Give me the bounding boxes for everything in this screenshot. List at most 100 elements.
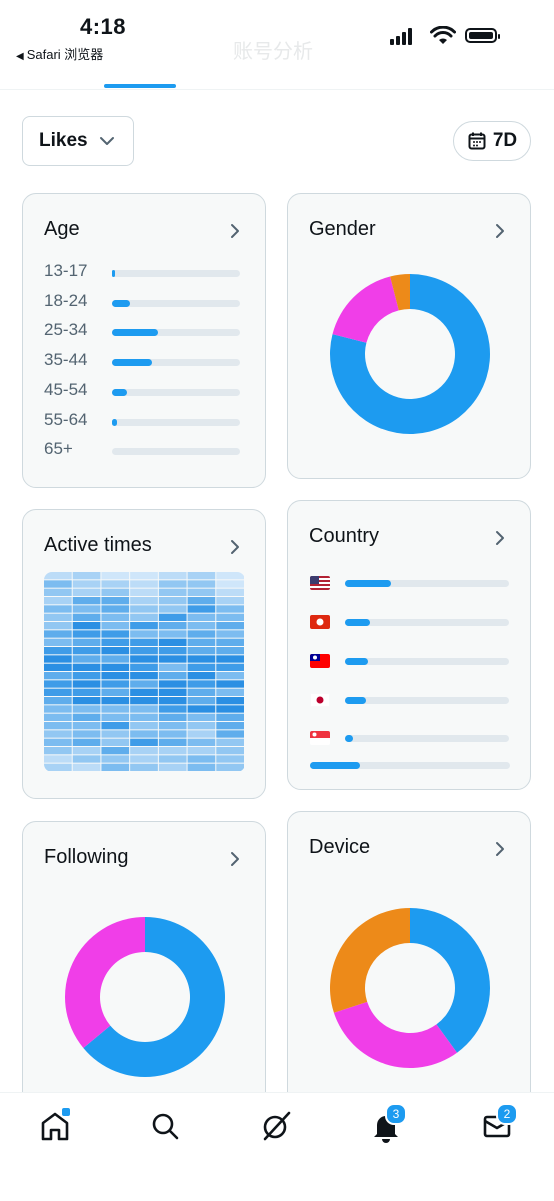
age-label: 13-17 (44, 261, 88, 280)
heatmap-cell (158, 663, 187, 671)
heatmap-cell (101, 588, 130, 596)
heatmap-cell (101, 597, 130, 605)
chevron-right-icon (496, 842, 504, 856)
country-row-jp (310, 693, 510, 713)
status-time: 4:18 (80, 14, 127, 39)
heatmap-cell (72, 697, 101, 705)
gender-card[interactable]: Gender (287, 193, 531, 479)
heatmap-cell (216, 638, 244, 646)
status-bar: 4:18 ◀ Safari 浏览器 账号分析 (0, 0, 554, 88)
heatmap-cell (44, 705, 72, 713)
metric-dropdown[interactable]: Likes (22, 116, 134, 166)
heatmap-cell (72, 597, 101, 605)
heatmap-cell (101, 622, 130, 630)
country-bar-fill (345, 619, 370, 626)
heatmap-cell (130, 655, 158, 663)
country-card[interactable]: Country (287, 500, 531, 790)
heatmap-cell (72, 663, 101, 671)
country-bar-fill (345, 735, 354, 742)
heatmap-cell (187, 705, 216, 713)
active-times-card[interactable]: Active times (22, 509, 266, 799)
heatmap-cell (72, 713, 101, 721)
device-card[interactable]: Device (287, 811, 531, 1121)
date-range-button[interactable]: 7D (453, 121, 531, 161)
heatmap-cell (101, 680, 130, 688)
heatmap-cell (44, 747, 72, 755)
heatmap-cell (187, 730, 216, 738)
heatmap-cell (101, 655, 130, 663)
age-row: 45-54 (44, 380, 244, 404)
age-bar-track (112, 448, 240, 456)
heatmap-cell (72, 655, 101, 663)
heatmap-cell (158, 588, 187, 596)
heatmap-cell (216, 597, 244, 605)
heatmap-cell (44, 688, 72, 696)
heatmap-cell (216, 722, 244, 730)
age-row: 13-17 (44, 261, 244, 285)
heatmap-cell (158, 688, 187, 696)
age-row: 65+ (44, 439, 244, 463)
heatmap-cell (130, 688, 158, 696)
heatmap-cell (44, 622, 72, 630)
nav-grok[interactable] (259, 1109, 299, 1145)
following-card[interactable]: Following (22, 821, 266, 1121)
nav-messages[interactable]: 2 (480, 1103, 520, 1145)
chevron-down-icon (100, 137, 114, 145)
heatmap-cell (44, 722, 72, 730)
heatmap-cell (187, 588, 216, 596)
age-row: 25-34 (44, 320, 244, 344)
heatmap-cell (130, 705, 158, 713)
back-to-app-link[interactable]: ◀ Safari 浏览器 (16, 44, 103, 63)
heatmap-cell (44, 630, 72, 638)
heatmap-cell (44, 655, 72, 663)
nav-explore[interactable] (148, 1109, 188, 1145)
nav-home[interactable] (38, 1106, 78, 1145)
active-tab-indicator (104, 84, 176, 88)
age-card[interactable]: Age 13-17 18-24 25-34 35-44 45-54 55-64 65+ (22, 193, 266, 488)
heatmap-cell (130, 722, 158, 730)
messages-badge: 2 (496, 1103, 518, 1125)
grok-icon (263, 1111, 291, 1141)
heatmap-cell (72, 730, 101, 738)
calendar-icon (468, 132, 486, 150)
heatmap-cell (216, 688, 244, 696)
heatmap-cell (158, 730, 187, 738)
heatmap-cell (72, 613, 101, 621)
heatmap-cell (101, 755, 130, 763)
heatmap-cell (216, 763, 244, 771)
heatmap-cell (130, 622, 158, 630)
heatmap-cell (130, 572, 158, 580)
heatmap-cell (72, 630, 101, 638)
heatmap-cell (72, 680, 101, 688)
heatmap-cell (187, 722, 216, 730)
heatmap-cell (187, 580, 216, 588)
age-bar-fill (112, 418, 118, 426)
heatmap-cell (216, 730, 244, 738)
heatmap-cell (72, 580, 101, 588)
heatmap-cell (187, 713, 216, 721)
device-card-title: Device (309, 836, 371, 858)
heatmap-cell (101, 663, 130, 671)
heatmap-cell (187, 697, 216, 705)
heatmap-cell (44, 680, 72, 688)
heatmap-cell (130, 672, 158, 680)
donut-segment (410, 908, 490, 1053)
active-times-card-title: Active times (44, 534, 152, 556)
heatmap-cell (101, 647, 130, 655)
heatmap-cell (158, 713, 187, 721)
heatmap-cell (130, 597, 158, 605)
heatmap-cell (216, 705, 244, 713)
heatmap-cell (44, 647, 72, 655)
heatmap-cell (72, 622, 101, 630)
heatmap-cell (187, 613, 216, 621)
metric-dropdown-label: Likes (39, 130, 88, 151)
age-bar-fill (112, 359, 152, 367)
country-other-bar (310, 762, 510, 769)
heatmap-cell (44, 605, 72, 613)
heatmap-cell (158, 697, 187, 705)
home-icon (41, 1112, 69, 1141)
country-row-tw (310, 654, 510, 674)
nav-notifications[interactable]: 3 (369, 1103, 409, 1145)
cellular-signal-icon (390, 26, 420, 45)
country-bar-fill (345, 658, 368, 665)
